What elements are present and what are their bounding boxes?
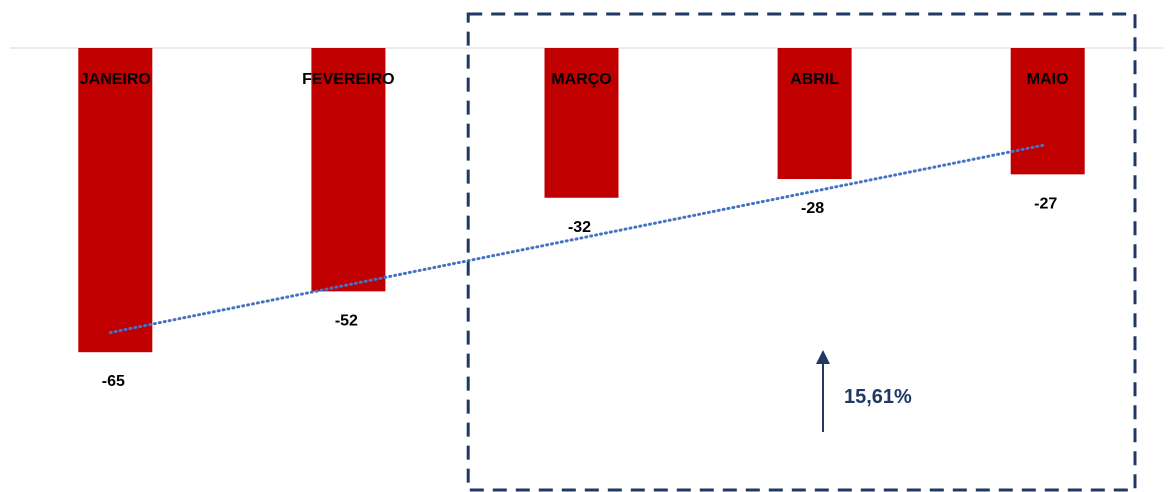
category-label: MARÇO xyxy=(551,71,611,88)
trendline xyxy=(108,143,1045,335)
highlight-box xyxy=(466,12,1137,492)
category-label: ABRIL xyxy=(790,71,839,88)
category-label: JANEIRO xyxy=(80,71,151,88)
value-label: -65 xyxy=(102,373,125,390)
bar-abril xyxy=(777,48,852,180)
value-label: -32 xyxy=(568,219,591,236)
category-label: FEVEREIRO xyxy=(302,71,394,88)
annotation-arrow-head-icon xyxy=(816,350,830,364)
bar-março xyxy=(544,48,619,198)
highlight-layer xyxy=(466,12,1137,492)
annotation-layer: 15,61% xyxy=(816,350,912,432)
value-label: -52 xyxy=(335,312,358,329)
category-label: MAIO xyxy=(1027,71,1069,88)
bar-janeiro xyxy=(78,48,153,353)
value-label: -27 xyxy=(1034,195,1057,212)
annotation-label: 15,61% xyxy=(844,386,912,408)
bar-fevereiro xyxy=(311,48,386,292)
bar-maio xyxy=(1010,48,1085,175)
plot-area: JANEIRO FEVEREIRO MARÇO ABRIL MAIO -65 -52 -32 -… xyxy=(10,47,1163,390)
value-label: -28 xyxy=(801,200,824,217)
